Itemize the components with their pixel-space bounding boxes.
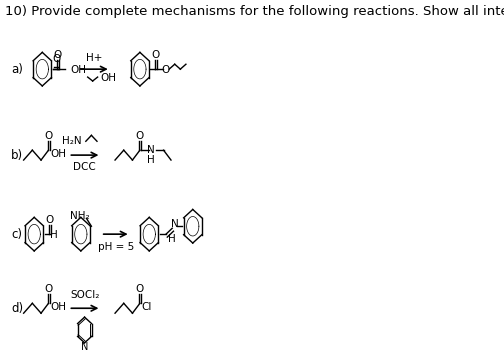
Text: H: H — [49, 230, 57, 240]
Text: OH: OH — [70, 65, 86, 75]
Text: O: O — [151, 50, 160, 60]
Text: pH = 5: pH = 5 — [98, 242, 134, 252]
Text: O: O — [52, 54, 60, 64]
Text: OH: OH — [50, 149, 67, 159]
Text: c): c) — [11, 228, 22, 241]
Text: O: O — [136, 131, 144, 142]
Text: H: H — [168, 234, 176, 244]
Text: N: N — [147, 145, 155, 155]
Text: N: N — [171, 219, 178, 229]
Text: Cl: Cl — [142, 302, 152, 312]
Text: O: O — [46, 215, 54, 225]
Text: a): a) — [11, 63, 23, 76]
Text: H₂N: H₂N — [62, 136, 82, 146]
Text: 10) Provide complete mechanisms for the following reactions. Show all intermedia: 10) Provide complete mechanisms for the … — [5, 5, 504, 18]
Text: DCC: DCC — [73, 162, 96, 172]
Text: O: O — [44, 131, 52, 142]
Text: OH: OH — [50, 302, 67, 312]
Text: OH: OH — [100, 73, 116, 83]
Text: N: N — [81, 342, 88, 352]
Text: O: O — [44, 284, 52, 295]
Text: O: O — [161, 65, 169, 75]
Text: O: O — [136, 284, 144, 295]
Text: H+: H+ — [86, 53, 102, 63]
Text: d): d) — [11, 302, 23, 315]
Text: SOCl₂: SOCl₂ — [70, 290, 99, 300]
Text: O: O — [54, 50, 62, 60]
Text: H: H — [147, 155, 155, 165]
Text: b): b) — [11, 149, 23, 162]
Text: NH₂: NH₂ — [70, 211, 90, 221]
